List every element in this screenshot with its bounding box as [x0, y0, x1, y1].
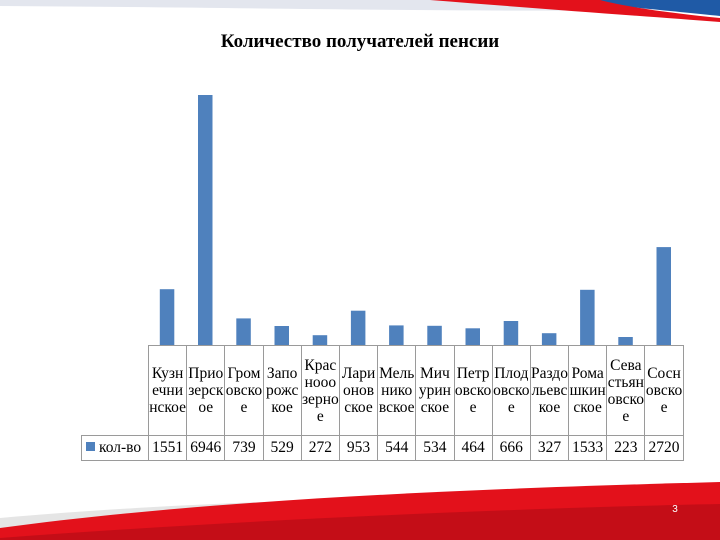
data-value: 272	[300, 435, 340, 461]
bar	[350, 310, 366, 345]
bar	[312, 335, 328, 345]
bar	[198, 95, 213, 345]
data-value: 223	[606, 435, 646, 461]
category-row: Кузнечнинское Приозерское Громовское Запоро…	[81, 345, 684, 436]
category-label: Кузнечнинское	[147, 345, 188, 436]
bar	[541, 333, 557, 345]
category-label: Севастьяновское	[606, 345, 646, 436]
data-value: 544	[377, 435, 417, 461]
data-value: 534	[415, 435, 455, 461]
data-value: 327	[529, 435, 570, 461]
category-label: Мельниковское	[377, 345, 417, 436]
legend-label: кол-во	[99, 439, 142, 456]
category-label: Ларионовское	[338, 345, 379, 436]
category-label: Плодовское	[491, 345, 531, 436]
page-number: 3	[672, 504, 678, 515]
bar	[389, 325, 404, 345]
category-label: Ромашкинское	[568, 345, 608, 436]
category-label: Петровское	[453, 345, 493, 436]
legend-entry: кол-во	[81, 435, 149, 461]
bar	[465, 328, 480, 345]
data-value: 666	[491, 435, 531, 461]
bar	[236, 318, 251, 345]
bar	[618, 337, 633, 345]
data-value: 1533	[568, 435, 608, 461]
data-value: 953	[338, 435, 379, 461]
legend-key	[86, 442, 95, 451]
bottom-decoration	[0, 482, 720, 540]
bar	[656, 247, 671, 345]
bar	[580, 289, 595, 345]
data-value: 2720	[644, 435, 684, 461]
category-label: Приозерское	[186, 345, 226, 436]
data-table: Кузнечнинское Приозерское Громовское Запоро…	[81, 345, 684, 461]
bar	[427, 325, 442, 345]
category-label: Громовское	[224, 345, 264, 436]
data-value: 1551	[147, 435, 188, 461]
bar	[274, 326, 289, 345]
category-label: Мичуринское	[415, 345, 455, 436]
category-label: Сосновское	[644, 345, 684, 436]
bar	[503, 321, 519, 345]
bar	[159, 289, 175, 345]
data-value: 6946	[186, 435, 226, 461]
data-value: 464	[453, 435, 493, 461]
category-label: Краснооозерное	[300, 345, 340, 436]
top-decoration	[0, 0, 720, 24]
chart-title: Количество получателей пенсии	[220, 31, 500, 52]
category-label: Раздольевское	[529, 345, 570, 436]
value-row: кол-во 1551 6946 739 529 272 953 544 534 464 666 32…	[81, 435, 684, 461]
category-label: Запорожское	[262, 345, 302, 436]
data-value: 739	[224, 435, 264, 461]
data-value: 529	[262, 435, 302, 461]
table-corner	[81, 345, 149, 436]
